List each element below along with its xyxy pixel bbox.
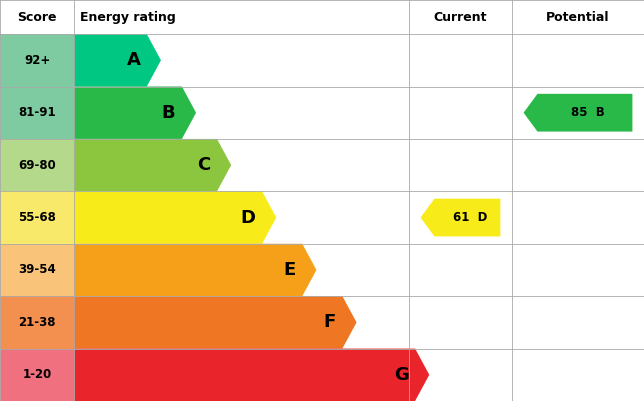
Text: 39-54: 39-54 xyxy=(18,263,56,276)
Text: A: A xyxy=(126,51,140,69)
Text: E: E xyxy=(283,261,296,279)
Text: F: F xyxy=(324,313,336,331)
Text: D: D xyxy=(241,209,256,227)
Bar xyxy=(0,296,74,348)
Polygon shape xyxy=(74,296,357,348)
Text: 81-91: 81-91 xyxy=(18,106,56,119)
Bar xyxy=(0,244,74,296)
Polygon shape xyxy=(74,87,196,139)
Text: G: G xyxy=(393,366,409,384)
Polygon shape xyxy=(421,198,500,237)
Bar xyxy=(0,191,74,244)
Bar xyxy=(0,139,74,191)
Text: 85  B: 85 B xyxy=(571,106,605,119)
Text: 92+: 92+ xyxy=(24,54,50,67)
Bar xyxy=(0,348,74,401)
Text: Score: Score xyxy=(17,10,57,24)
Polygon shape xyxy=(74,348,430,401)
Text: B: B xyxy=(162,104,175,122)
Text: 1-20: 1-20 xyxy=(23,368,52,381)
Text: Current: Current xyxy=(433,10,488,24)
Text: Energy rating: Energy rating xyxy=(80,10,176,24)
Polygon shape xyxy=(74,244,316,296)
Bar xyxy=(0,87,74,139)
Text: 61  D: 61 D xyxy=(453,211,488,224)
Polygon shape xyxy=(74,139,231,191)
Text: Potential: Potential xyxy=(546,10,610,24)
Text: C: C xyxy=(197,156,211,174)
Polygon shape xyxy=(74,191,276,244)
Text: 55-68: 55-68 xyxy=(18,211,56,224)
Polygon shape xyxy=(524,94,632,132)
Text: 69-80: 69-80 xyxy=(18,159,56,172)
Polygon shape xyxy=(74,34,161,87)
Text: 21-38: 21-38 xyxy=(18,316,56,329)
Bar xyxy=(0,34,74,87)
